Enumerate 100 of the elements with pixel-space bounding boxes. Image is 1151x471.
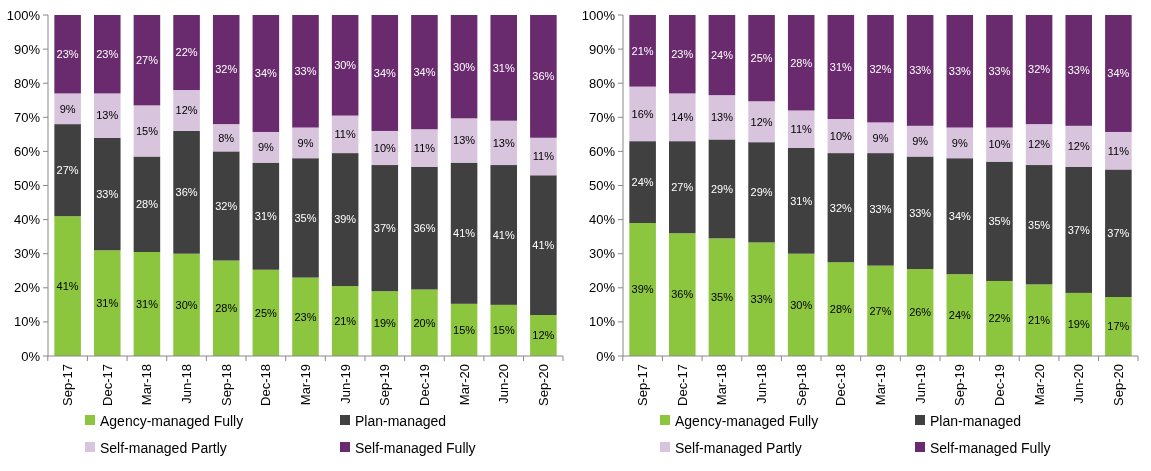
- data-label: 30%: [175, 298, 198, 311]
- bar: [827, 15, 855, 120]
- bar: [212, 15, 240, 125]
- y-tick-label: 100%: [6, 7, 41, 23]
- data-label: 9%: [297, 136, 314, 149]
- bar: [331, 286, 359, 356]
- data-label: 31%: [254, 210, 278, 223]
- data-label: 30%: [790, 298, 813, 311]
- bar: [946, 15, 974, 128]
- data-label: 13%: [710, 111, 734, 124]
- data-label: 33%: [96, 187, 119, 200]
- x-tick-label: Mar-20: [456, 364, 472, 406]
- bar: [292, 15, 319, 128]
- data-label: 31%: [492, 61, 515, 74]
- data-label: 16%: [631, 107, 654, 120]
- bar: [787, 15, 815, 111]
- data-label: 12%: [532, 329, 555, 342]
- x-tick-label: Sep-18: [793, 364, 809, 406]
- bar: [450, 162, 478, 304]
- bar: [490, 120, 518, 166]
- x-tick-label: Sep-19: [377, 364, 393, 406]
- data-label: 13%: [453, 134, 476, 147]
- data-label: 34%: [1107, 67, 1130, 80]
- data-label: 10%: [373, 141, 397, 154]
- bar: [133, 105, 161, 157]
- y-tick-label: 70%: [588, 109, 616, 125]
- data-label: 25%: [750, 51, 773, 64]
- x-tick-label: Jun-18: [179, 364, 195, 404]
- data-label: 10%: [988, 138, 1011, 151]
- x-tick-label: Sep-20: [1110, 364, 1126, 406]
- data-label: 30%: [334, 59, 357, 72]
- bar: [411, 129, 438, 167]
- legend-label: Self-managed Partly: [100, 439, 227, 456]
- data-label: 11%: [334, 128, 356, 141]
- data-label: 12%: [750, 115, 773, 128]
- bar: [490, 165, 518, 305]
- data-label: 15%: [492, 324, 515, 337]
- x-tick-label: Mar-18: [714, 364, 730, 406]
- data-label: 27%: [869, 304, 892, 317]
- bar: [827, 153, 855, 263]
- data-label: 36%: [175, 186, 198, 199]
- bar: [54, 15, 81, 94]
- bar: [748, 15, 775, 102]
- x-tick-label: Mar-20: [1031, 364, 1047, 406]
- data-label: 37%: [373, 221, 397, 234]
- x-tick-label: Dec-18: [833, 364, 849, 406]
- y-tick-label: 50%: [588, 178, 616, 194]
- x-tick-label: Sep-20: [535, 364, 551, 406]
- legend-label: Agency-managed Fully: [675, 412, 819, 429]
- data-label: 33%: [869, 203, 892, 216]
- bar: [629, 223, 656, 356]
- data-label: 15%: [135, 124, 159, 137]
- bar: [1025, 165, 1053, 285]
- bar: [986, 15, 1013, 128]
- bar: [668, 15, 696, 94]
- data-label: 12%: [1028, 138, 1051, 151]
- data-label: 12%: [175, 104, 198, 117]
- data-label: 33%: [948, 65, 972, 78]
- bar: [133, 15, 161, 106]
- data-label: 14%: [671, 111, 694, 124]
- bar: [331, 15, 359, 116]
- bar: [629, 141, 656, 224]
- data-label: 9%: [59, 102, 76, 115]
- data-label: 28%: [215, 302, 238, 315]
- data-label: 32%: [869, 62, 892, 75]
- data-label: 11%: [532, 150, 555, 163]
- data-label: 39%: [334, 213, 357, 226]
- data-label: 19%: [1067, 318, 1090, 331]
- bar: [54, 216, 81, 356]
- bar: [371, 15, 399, 131]
- data-label: 27%: [671, 181, 694, 194]
- data-label: 32%: [215, 199, 238, 212]
- data-label: 29%: [710, 182, 734, 195]
- x-tick-label: Sep-17: [60, 364, 76, 406]
- bar: [668, 93, 696, 142]
- bar: [93, 250, 121, 356]
- data-label: 8%: [218, 131, 235, 144]
- data-label: 24%: [710, 48, 734, 61]
- bar: [867, 265, 894, 356]
- bar: [906, 156, 934, 270]
- data-label: 33%: [750, 293, 773, 306]
- data-label: 35%: [710, 291, 734, 304]
- x-tick-label: Sep-17: [635, 364, 651, 406]
- bar: [1065, 15, 1093, 126]
- bar: [411, 166, 438, 290]
- bar: [748, 101, 775, 143]
- legend-label: Agency-managed Fully: [100, 412, 244, 429]
- data-label: 33%: [1067, 64, 1090, 77]
- x-tick-label: Jun-19: [337, 364, 353, 404]
- bar: [986, 161, 1013, 281]
- bar: [212, 151, 240, 261]
- y-tick-label: 40%: [13, 212, 41, 228]
- data-label: 36%: [671, 288, 694, 301]
- data-label: 21%: [1028, 314, 1051, 327]
- bar: [668, 233, 696, 356]
- legend-label: Plan-managed: [355, 412, 447, 429]
- bar: [867, 15, 894, 123]
- bar: [708, 238, 736, 356]
- x-tick-label: Mar-19: [298, 364, 314, 406]
- y-tick-label: 10%: [13, 314, 41, 330]
